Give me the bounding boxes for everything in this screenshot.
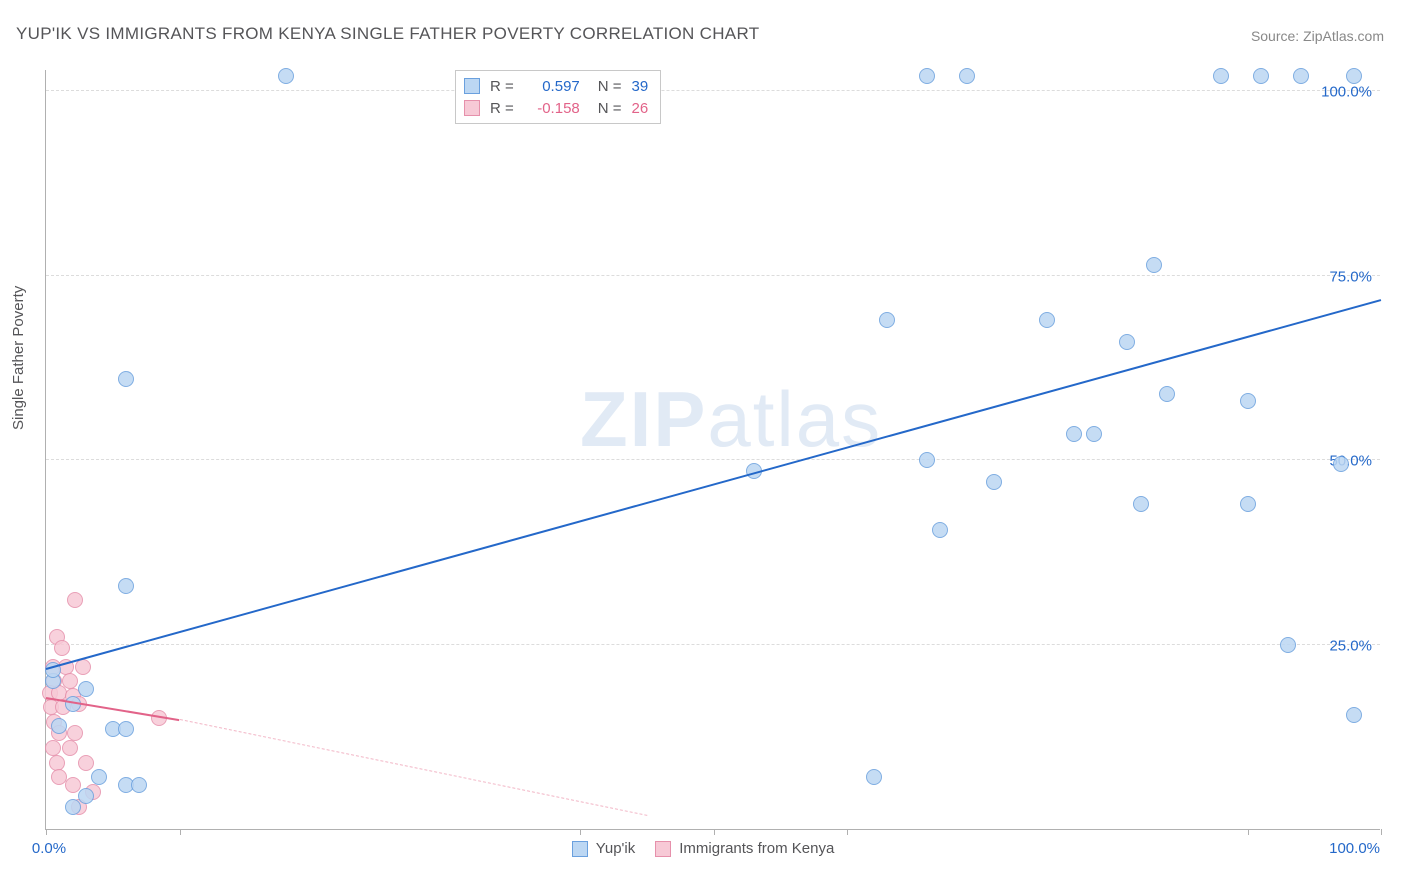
gridline — [46, 90, 1380, 91]
scatter-point-kenya — [67, 592, 83, 608]
trend-line — [179, 719, 646, 816]
scatter-point-yupik — [1240, 393, 1256, 409]
scatter-point-yupik — [91, 769, 107, 785]
scatter-point-yupik — [131, 777, 147, 793]
scatter-point-yupik — [278, 68, 294, 84]
stats-row: R = -0.158 N = 26 — [464, 97, 648, 119]
gridline — [46, 275, 1380, 276]
legend-label: Yup'ik — [596, 840, 636, 857]
scatter-point-yupik — [1280, 637, 1296, 653]
x-tick — [847, 829, 848, 835]
scatter-point-yupik — [1146, 257, 1162, 273]
scatter-point-kenya — [49, 755, 65, 771]
r-value: 0.597 — [524, 78, 580, 95]
r-value: -0.158 — [524, 100, 580, 117]
legend-swatch — [655, 841, 671, 857]
trend-line — [46, 299, 1382, 670]
scatter-point-kenya — [45, 740, 61, 756]
x-tick-label-right: 100.0% — [1329, 840, 1380, 857]
x-tick — [1381, 829, 1382, 835]
scatter-point-yupik — [932, 522, 948, 538]
legend-swatch — [464, 78, 480, 94]
scatter-point-yupik — [866, 769, 882, 785]
watermark-atlas: atlas — [707, 375, 882, 463]
gridline — [46, 644, 1380, 645]
x-tick — [714, 829, 715, 835]
scatter-point-yupik — [1159, 386, 1175, 402]
x-tick — [46, 829, 47, 835]
scatter-point-yupik — [1119, 334, 1135, 350]
n-value: 26 — [632, 100, 649, 117]
scatter-point-yupik — [1039, 312, 1055, 328]
scatter-point-yupik — [78, 788, 94, 804]
y-tick-label: 25.0% — [1329, 637, 1372, 654]
scatter-point-yupik — [1240, 496, 1256, 512]
chart-title: YUP'IK VS IMMIGRANTS FROM KENYA SINGLE F… — [16, 24, 759, 44]
scatter-point-yupik — [1253, 68, 1269, 84]
x-tick — [1248, 829, 1249, 835]
legend-swatch — [572, 841, 588, 857]
scatter-point-kenya — [67, 725, 83, 741]
stats-row: R = 0.597 N = 39 — [464, 75, 648, 97]
scatter-point-yupik — [118, 578, 134, 594]
scatter-point-yupik — [1293, 68, 1309, 84]
scatter-point-yupik — [65, 799, 81, 815]
scatter-point-yupik — [1066, 426, 1082, 442]
r-label: R = — [490, 100, 514, 117]
y-tick-label: 100.0% — [1321, 84, 1372, 101]
scatter-point-yupik — [1086, 426, 1102, 442]
legend-item: Immigrants from Kenya — [655, 840, 834, 857]
y-axis-label: Single Father Poverty — [10, 286, 27, 430]
x-tick — [580, 829, 581, 835]
scatter-point-yupik — [1346, 68, 1362, 84]
n-value: 39 — [632, 78, 649, 95]
source-attribution: Source: ZipAtlas.com — [1251, 28, 1384, 44]
legend-label: Immigrants from Kenya — [679, 840, 834, 857]
n-label: N = — [598, 78, 622, 95]
x-tick — [180, 829, 181, 835]
y-tick-label: 75.0% — [1329, 268, 1372, 285]
scatter-point-yupik — [1346, 707, 1362, 723]
scatter-point-yupik — [1133, 496, 1149, 512]
scatter-point-yupik — [1213, 68, 1229, 84]
series-legend: Yup'ik Immigrants from Kenya — [0, 840, 1406, 861]
scatter-point-kenya — [62, 740, 78, 756]
scatter-point-yupik — [1333, 456, 1349, 472]
scatter-point-yupik — [78, 681, 94, 697]
scatter-point-yupik — [51, 718, 67, 734]
correlation-stats-box: R = 0.597 N = 39 R = -0.158 N = 26 — [455, 70, 661, 124]
scatter-point-kenya — [78, 755, 94, 771]
scatter-point-yupik — [919, 68, 935, 84]
scatter-point-yupik — [959, 68, 975, 84]
scatter-point-yupik — [879, 312, 895, 328]
gridline — [46, 459, 1380, 460]
legend-swatch — [464, 100, 480, 116]
scatter-point-kenya — [54, 640, 70, 656]
legend-item: Yup'ik — [572, 840, 636, 857]
x-tick-label-left: 0.0% — [32, 840, 66, 857]
scatter-point-yupik — [986, 474, 1002, 490]
scatter-point-yupik — [118, 721, 134, 737]
scatter-point-kenya — [51, 769, 67, 785]
r-label: R = — [490, 78, 514, 95]
scatter-plot-area: ZIPatlas 25.0%50.0%75.0%100.0% — [45, 70, 1380, 830]
scatter-point-yupik — [118, 371, 134, 387]
watermark-zip: ZIP — [580, 375, 707, 463]
n-label: N = — [598, 100, 622, 117]
scatter-point-yupik — [919, 452, 935, 468]
